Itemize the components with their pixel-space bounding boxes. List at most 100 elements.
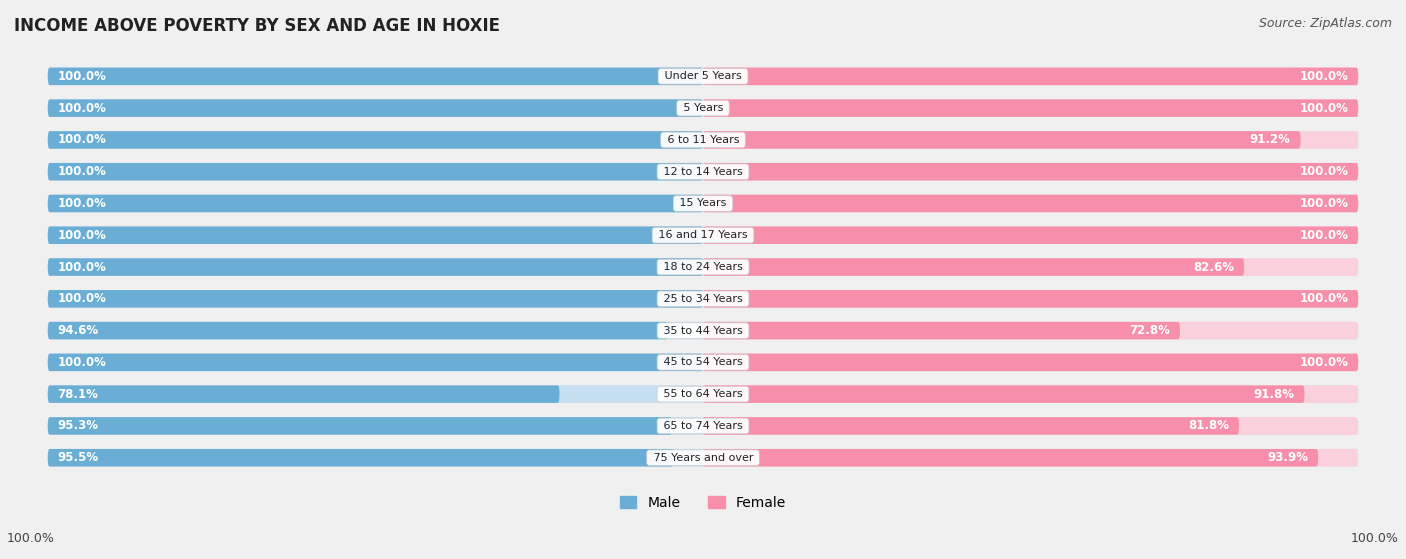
Text: 18 to 24 Years: 18 to 24 Years <box>659 262 747 272</box>
FancyBboxPatch shape <box>703 385 1305 403</box>
FancyBboxPatch shape <box>48 417 672 435</box>
FancyBboxPatch shape <box>48 385 560 403</box>
FancyBboxPatch shape <box>703 226 1358 244</box>
Text: 35 to 44 Years: 35 to 44 Years <box>659 325 747 335</box>
Text: 100.0%: 100.0% <box>1351 532 1399 545</box>
FancyBboxPatch shape <box>48 68 1358 85</box>
Text: 100.0%: 100.0% <box>1299 292 1348 305</box>
Text: 100.0%: 100.0% <box>58 260 107 273</box>
Text: 55 to 64 Years: 55 to 64 Years <box>659 389 747 399</box>
FancyBboxPatch shape <box>48 131 1358 149</box>
FancyBboxPatch shape <box>48 258 1358 276</box>
Text: 45 to 54 Years: 45 to 54 Years <box>659 357 747 367</box>
FancyBboxPatch shape <box>703 163 1358 181</box>
Text: 75 Years and over: 75 Years and over <box>650 453 756 463</box>
FancyBboxPatch shape <box>703 100 1358 117</box>
FancyBboxPatch shape <box>48 100 703 117</box>
FancyBboxPatch shape <box>703 290 1358 307</box>
Text: 100.0%: 100.0% <box>1299 70 1348 83</box>
Text: Under 5 Years: Under 5 Years <box>661 72 745 82</box>
FancyBboxPatch shape <box>703 449 1319 466</box>
FancyBboxPatch shape <box>703 385 1358 403</box>
Text: 16 and 17 Years: 16 and 17 Years <box>655 230 751 240</box>
FancyBboxPatch shape <box>48 449 673 466</box>
FancyBboxPatch shape <box>48 195 703 212</box>
Text: 15 Years: 15 Years <box>676 198 730 209</box>
Legend: Male, Female: Male, Female <box>614 490 792 515</box>
FancyBboxPatch shape <box>48 322 1358 339</box>
Text: 65 to 74 Years: 65 to 74 Years <box>659 421 747 431</box>
FancyBboxPatch shape <box>48 195 1358 212</box>
FancyBboxPatch shape <box>703 417 1239 435</box>
FancyBboxPatch shape <box>48 385 703 403</box>
Text: 100.0%: 100.0% <box>58 134 107 146</box>
Text: 100.0%: 100.0% <box>58 102 107 115</box>
FancyBboxPatch shape <box>703 226 1358 244</box>
Text: 12 to 14 Years: 12 to 14 Years <box>659 167 747 177</box>
FancyBboxPatch shape <box>48 417 1358 435</box>
FancyBboxPatch shape <box>48 163 703 181</box>
FancyBboxPatch shape <box>703 131 1301 149</box>
FancyBboxPatch shape <box>703 100 1358 117</box>
FancyBboxPatch shape <box>703 322 1180 339</box>
Text: 6 to 11 Years: 6 to 11 Years <box>664 135 742 145</box>
Text: 100.0%: 100.0% <box>58 292 107 305</box>
FancyBboxPatch shape <box>48 226 1358 244</box>
Text: 91.2%: 91.2% <box>1250 134 1291 146</box>
FancyBboxPatch shape <box>703 258 1358 276</box>
FancyBboxPatch shape <box>703 68 1358 85</box>
FancyBboxPatch shape <box>48 322 668 339</box>
Text: 100.0%: 100.0% <box>58 356 107 369</box>
FancyBboxPatch shape <box>703 322 1358 339</box>
FancyBboxPatch shape <box>703 131 1358 149</box>
Text: 100.0%: 100.0% <box>1299 165 1348 178</box>
FancyBboxPatch shape <box>48 258 703 276</box>
Text: 100.0%: 100.0% <box>58 165 107 178</box>
FancyBboxPatch shape <box>48 163 1358 181</box>
Text: 100.0%: 100.0% <box>7 532 55 545</box>
FancyBboxPatch shape <box>48 195 703 212</box>
FancyBboxPatch shape <box>48 100 703 117</box>
FancyBboxPatch shape <box>48 322 703 339</box>
Text: 100.0%: 100.0% <box>58 70 107 83</box>
FancyBboxPatch shape <box>703 195 1358 212</box>
FancyBboxPatch shape <box>703 195 1358 212</box>
Text: 95.3%: 95.3% <box>58 419 98 433</box>
FancyBboxPatch shape <box>48 449 703 466</box>
FancyBboxPatch shape <box>703 449 1358 466</box>
Text: 82.6%: 82.6% <box>1194 260 1234 273</box>
Text: 72.8%: 72.8% <box>1129 324 1170 337</box>
FancyBboxPatch shape <box>703 290 1358 307</box>
Text: 95.5%: 95.5% <box>58 451 98 464</box>
FancyBboxPatch shape <box>48 417 703 435</box>
Text: Source: ZipAtlas.com: Source: ZipAtlas.com <box>1258 17 1392 30</box>
FancyBboxPatch shape <box>703 68 1358 85</box>
FancyBboxPatch shape <box>48 68 703 85</box>
FancyBboxPatch shape <box>48 68 703 85</box>
FancyBboxPatch shape <box>48 226 703 244</box>
FancyBboxPatch shape <box>48 226 703 244</box>
Text: 91.8%: 91.8% <box>1254 387 1295 401</box>
FancyBboxPatch shape <box>48 385 1358 403</box>
FancyBboxPatch shape <box>703 417 1358 435</box>
Text: 81.8%: 81.8% <box>1188 419 1229 433</box>
FancyBboxPatch shape <box>48 163 703 181</box>
FancyBboxPatch shape <box>703 163 1358 181</box>
Text: 100.0%: 100.0% <box>1299 356 1348 369</box>
Text: 93.9%: 93.9% <box>1267 451 1309 464</box>
FancyBboxPatch shape <box>48 290 1358 307</box>
FancyBboxPatch shape <box>48 258 703 276</box>
FancyBboxPatch shape <box>703 258 1244 276</box>
Text: 100.0%: 100.0% <box>1299 102 1348 115</box>
Text: 94.6%: 94.6% <box>58 324 98 337</box>
FancyBboxPatch shape <box>48 290 703 307</box>
Text: 100.0%: 100.0% <box>58 229 107 241</box>
FancyBboxPatch shape <box>703 354 1358 371</box>
Text: INCOME ABOVE POVERTY BY SEX AND AGE IN HOXIE: INCOME ABOVE POVERTY BY SEX AND AGE IN H… <box>14 17 501 35</box>
Text: 25 to 34 Years: 25 to 34 Years <box>659 294 747 304</box>
FancyBboxPatch shape <box>48 354 703 371</box>
FancyBboxPatch shape <box>48 131 703 149</box>
Text: 100.0%: 100.0% <box>1299 229 1348 241</box>
Text: 100.0%: 100.0% <box>1299 197 1348 210</box>
FancyBboxPatch shape <box>48 449 1358 466</box>
